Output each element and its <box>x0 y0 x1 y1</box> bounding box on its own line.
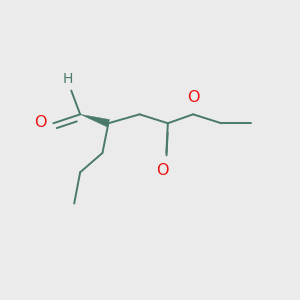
Text: O: O <box>34 115 46 130</box>
Text: O: O <box>187 90 199 105</box>
Text: H: H <box>63 72 74 86</box>
Text: O: O <box>156 164 168 178</box>
Polygon shape <box>80 114 110 127</box>
